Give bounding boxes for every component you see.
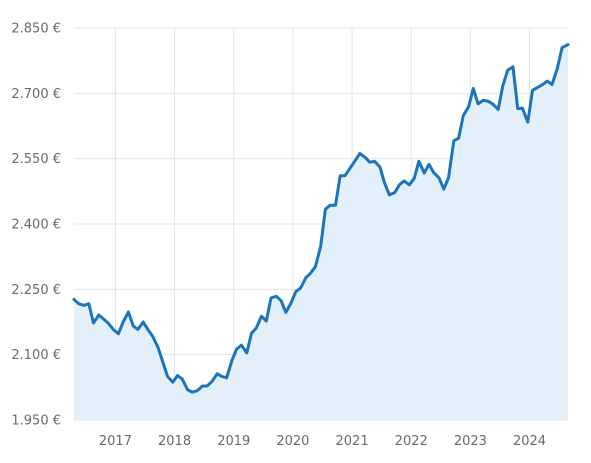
x-tick-label-2018: 2018 xyxy=(158,434,191,449)
x-tick-label-2020: 2020 xyxy=(276,434,309,449)
x-tick-label-2023: 2023 xyxy=(454,434,487,449)
x-tick-label-2019: 2019 xyxy=(217,434,250,449)
x-tick-label-2022: 2022 xyxy=(395,434,428,449)
y-tick-label-2: 2.250 € xyxy=(11,283,61,298)
y-axis-tick-labels: 1.950 € 2.100 € 2.250 € 2.400 € 2.550 € 2.700… xyxy=(11,22,61,429)
area-fill xyxy=(74,44,568,420)
y-tick-label-6: 2.850 € xyxy=(11,22,61,37)
x-tick-label-2017: 2017 xyxy=(99,434,132,449)
y-tick-label-0: 1.950 € xyxy=(11,414,61,429)
x-tick-label-2024: 2024 xyxy=(513,434,546,449)
y-tick-label-1: 2.100 € xyxy=(11,348,61,363)
x-axis-tick-labels: 2017 2018 2019 2020 2021 2022 2023 2024 xyxy=(99,434,546,449)
x-tick-label-2021: 2021 xyxy=(336,434,369,449)
y-tick-label-4: 2.550 € xyxy=(11,152,61,167)
series-line xyxy=(72,43,570,394)
y-tick-label-5: 2.700 € xyxy=(11,87,61,102)
y-tick-label-3: 2.400 € xyxy=(11,218,61,233)
